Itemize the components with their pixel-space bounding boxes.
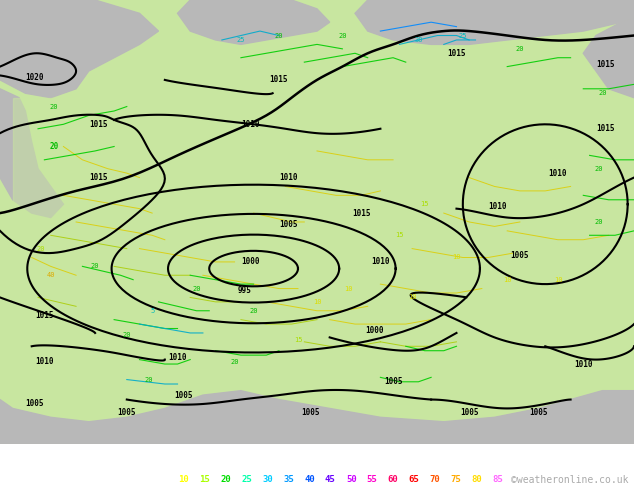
Text: 10: 10: [503, 277, 512, 283]
Text: 1005: 1005: [529, 408, 548, 417]
Text: 90: 90: [514, 475, 524, 485]
Text: 1015: 1015: [35, 311, 54, 319]
Text: 45: 45: [325, 475, 335, 485]
Text: 1010: 1010: [548, 169, 567, 178]
Polygon shape: [178, 0, 330, 45]
Text: 20: 20: [515, 46, 524, 52]
Text: 1005: 1005: [460, 408, 479, 417]
Text: 20: 20: [595, 166, 604, 171]
Polygon shape: [0, 89, 63, 218]
Text: 50: 50: [346, 475, 356, 485]
Text: 85: 85: [493, 475, 503, 485]
Text: 20: 20: [275, 32, 283, 39]
Text: Isotachs 10m (km/h): Isotachs 10m (km/h): [5, 475, 129, 485]
Text: 20: 20: [595, 219, 604, 225]
Text: 55: 55: [367, 475, 377, 485]
Text: 20: 20: [230, 359, 239, 365]
Text: 10: 10: [452, 254, 461, 261]
Bar: [13, 98, 127, 231]
Text: 80: 80: [472, 475, 482, 485]
Polygon shape: [0, 0, 158, 98]
Text: 1015: 1015: [89, 173, 108, 182]
Text: 1005: 1005: [25, 399, 44, 409]
Text: 40: 40: [304, 475, 314, 485]
Text: 1015: 1015: [89, 120, 108, 129]
Text: 995: 995: [237, 286, 251, 295]
Text: 20: 20: [192, 286, 201, 292]
Text: 20: 20: [145, 377, 153, 383]
Text: 1015: 1015: [269, 75, 288, 84]
Text: Sa 04-05-2024 00:00 UTC (00+72): Sa 04-05-2024 00:00 UTC (00+72): [435, 451, 629, 462]
Text: 15: 15: [200, 475, 210, 485]
Text: 1010: 1010: [279, 173, 298, 182]
Text: 15: 15: [294, 337, 302, 343]
Text: 1005: 1005: [279, 220, 298, 229]
Text: 1010: 1010: [574, 360, 593, 368]
Text: 1010: 1010: [488, 202, 507, 211]
Text: 20: 20: [91, 263, 100, 270]
Text: 20: 20: [598, 90, 607, 96]
Text: 20: 20: [49, 103, 58, 110]
Text: 70: 70: [430, 475, 440, 485]
Text: 25: 25: [242, 475, 252, 485]
Text: 10: 10: [344, 286, 353, 292]
Text: 1000: 1000: [365, 326, 384, 335]
Text: 40: 40: [46, 272, 55, 278]
Text: Surface pressure [hPa] ECMWF: Surface pressure [hPa] ECMWF: [5, 451, 180, 462]
Text: 1010: 1010: [371, 257, 390, 267]
Text: 1010: 1010: [35, 357, 54, 367]
Text: 1015: 1015: [596, 60, 615, 69]
Text: 10: 10: [179, 475, 189, 485]
Polygon shape: [355, 0, 634, 45]
Text: 20: 20: [221, 475, 231, 485]
Text: 1015: 1015: [352, 209, 371, 218]
Text: 15: 15: [395, 232, 404, 238]
Text: 30: 30: [262, 475, 273, 485]
Text: 25: 25: [236, 37, 245, 43]
Text: 20: 20: [49, 142, 58, 151]
Text: 20: 20: [37, 245, 46, 251]
Polygon shape: [583, 18, 634, 98]
Text: 10: 10: [553, 277, 562, 283]
Polygon shape: [0, 391, 634, 444]
Text: 10: 10: [408, 294, 417, 300]
Text: 1005: 1005: [510, 251, 529, 260]
Text: 1000: 1000: [241, 257, 260, 267]
Text: 1015: 1015: [447, 49, 466, 58]
Text: 75: 75: [451, 475, 461, 485]
Text: 1020: 1020: [25, 73, 44, 82]
Text: 1005: 1005: [117, 408, 136, 417]
Text: 1005: 1005: [384, 377, 403, 386]
Text: 1005: 1005: [174, 391, 193, 400]
Text: 15: 15: [420, 201, 429, 207]
Text: 1010: 1010: [241, 120, 260, 129]
Text: 1010: 1010: [168, 353, 187, 362]
Text: 20: 20: [122, 332, 131, 338]
Text: 5: 5: [150, 308, 154, 314]
Text: 60: 60: [388, 475, 398, 485]
Text: 1005: 1005: [301, 408, 320, 417]
Text: ©weatheronline.co.uk: ©weatheronline.co.uk: [512, 475, 629, 485]
Text: 1015: 1015: [596, 124, 615, 133]
Text: 25: 25: [458, 32, 467, 39]
Text: 65: 65: [409, 475, 419, 485]
Text: 10: 10: [313, 299, 321, 305]
Text: 20: 20: [338, 32, 347, 39]
Text: 20: 20: [249, 308, 258, 314]
Text: 35: 35: [283, 475, 294, 485]
Text: 30: 30: [414, 37, 423, 43]
